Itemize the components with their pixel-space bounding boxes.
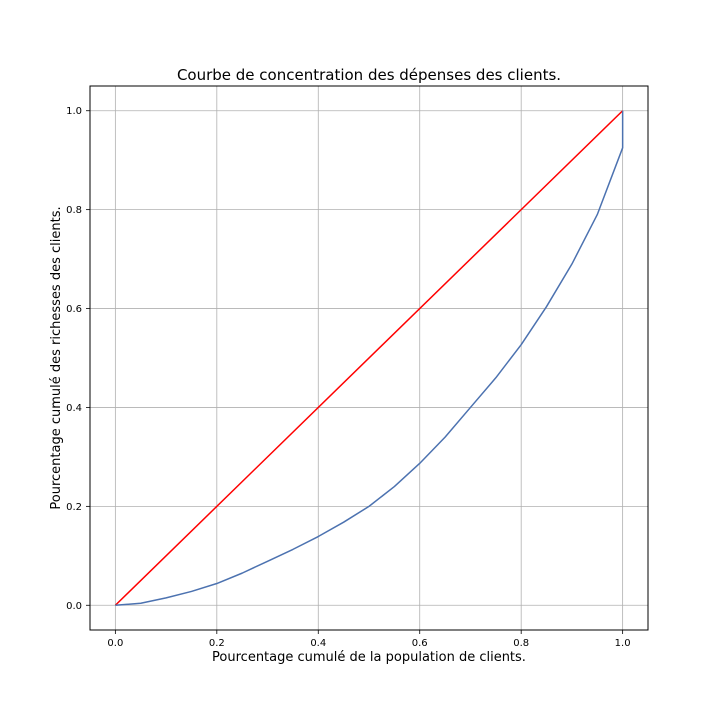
y-tick-label: 1.0 (66, 106, 82, 117)
equality-line (114, 110, 624, 606)
y-tick-label: 0.0 (66, 601, 82, 612)
x-tick-label: 0.6 (412, 638, 428, 649)
y-axis-label: Pourcentage cumulé des richesses des cli… (49, 206, 64, 509)
x-tick-label: 0.0 (107, 638, 123, 649)
x-tick-label: 0.8 (513, 638, 529, 649)
chart-title: Courbe de concentration des dépenses des… (177, 66, 561, 84)
x-tick-label: 0.4 (310, 638, 326, 649)
y-tick-label: 0.8 (66, 205, 82, 216)
concentration-curve (115, 110, 624, 607)
x-axis-label: Pourcentage cumulé de la population de c… (212, 650, 526, 665)
series-layer (114, 110, 624, 607)
y-tick-label: 0.2 (66, 502, 82, 513)
x-tick-label: 0.2 (209, 638, 225, 649)
y-tick-label: 0.4 (66, 403, 82, 414)
y-tick-label: 0.6 (66, 304, 82, 315)
grid-layer (90, 86, 648, 630)
plot-frame (89, 85, 649, 631)
x-tick-label: 1.0 (615, 638, 631, 649)
ticks-layer: 0.0 0.2 0.4 0.6 0.8 1.0 0.0 0.2 0.4 0.6 0.8 1.0 (66, 106, 630, 649)
